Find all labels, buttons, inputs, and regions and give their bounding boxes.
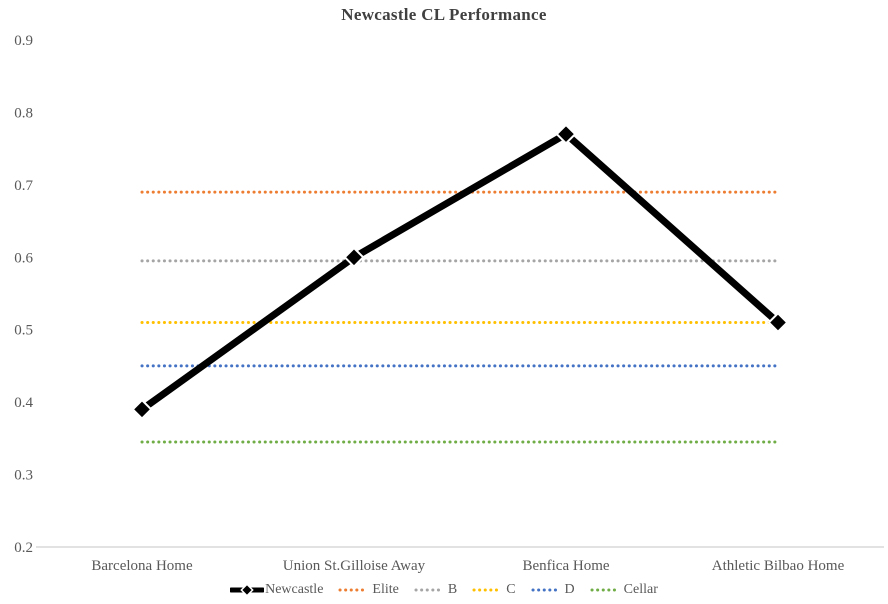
y-axis-tick-label: 0.5 <box>14 323 33 339</box>
y-axis-tick-label: 0.8 <box>14 105 33 121</box>
legend-item-d: D <box>530 582 575 598</box>
dotted-line-swatch-icon <box>338 588 370 592</box>
y-axis-tick-label: 0.9 <box>14 33 33 49</box>
dotted-line-swatch-icon <box>414 588 446 592</box>
legend-item-c: C <box>471 582 516 598</box>
line-diamond-swatch-icon <box>230 584 265 596</box>
chart-legend: Newcastle Elite B C D Cellar <box>0 582 888 598</box>
legend-item-elite: Elite <box>337 582 399 598</box>
x-axis-category-label: Benfica Home <box>522 558 609 574</box>
legend-label: C <box>506 582 516 597</box>
y-axis-tick-label: 0.4 <box>14 395 33 411</box>
legend-item-newcastle: Newcastle <box>230 582 323 598</box>
legend-label: D <box>564 582 575 597</box>
data-point-marker <box>343 246 365 268</box>
x-axis-category-label: Barcelona Home <box>91 558 193 574</box>
x-axis-category-label: Athletic Bilbao Home <box>712 558 845 574</box>
y-axis-tick-label: 0.2 <box>14 540 33 556</box>
legend-label: Newcastle <box>265 582 324 597</box>
legend-label: Elite <box>372 582 399 597</box>
y-axis-tick-label: 0.3 <box>14 468 33 484</box>
data-point-marker <box>767 311 789 334</box>
y-axis-tick-label: 0.7 <box>14 178 33 194</box>
y-axis-tick-label: 0.6 <box>14 250 33 266</box>
legend-label: Cellar <box>623 582 658 597</box>
x-axis-category-label: Union St.Gilloise Away <box>283 558 426 574</box>
data-point-marker <box>555 123 577 145</box>
dotted-line-swatch-icon <box>472 588 504 592</box>
data-point-marker <box>131 398 153 420</box>
dotted-line-swatch-icon <box>531 588 563 592</box>
legend-item-cellar: Cellar <box>589 582 658 598</box>
legend-item-b: B <box>413 582 457 598</box>
dotted-line-swatch-icon <box>590 588 622 592</box>
series-line-newcastle <box>138 130 782 413</box>
legend-label: B <box>447 582 458 597</box>
chart-title: Newcastle CL Performance <box>341 5 547 24</box>
